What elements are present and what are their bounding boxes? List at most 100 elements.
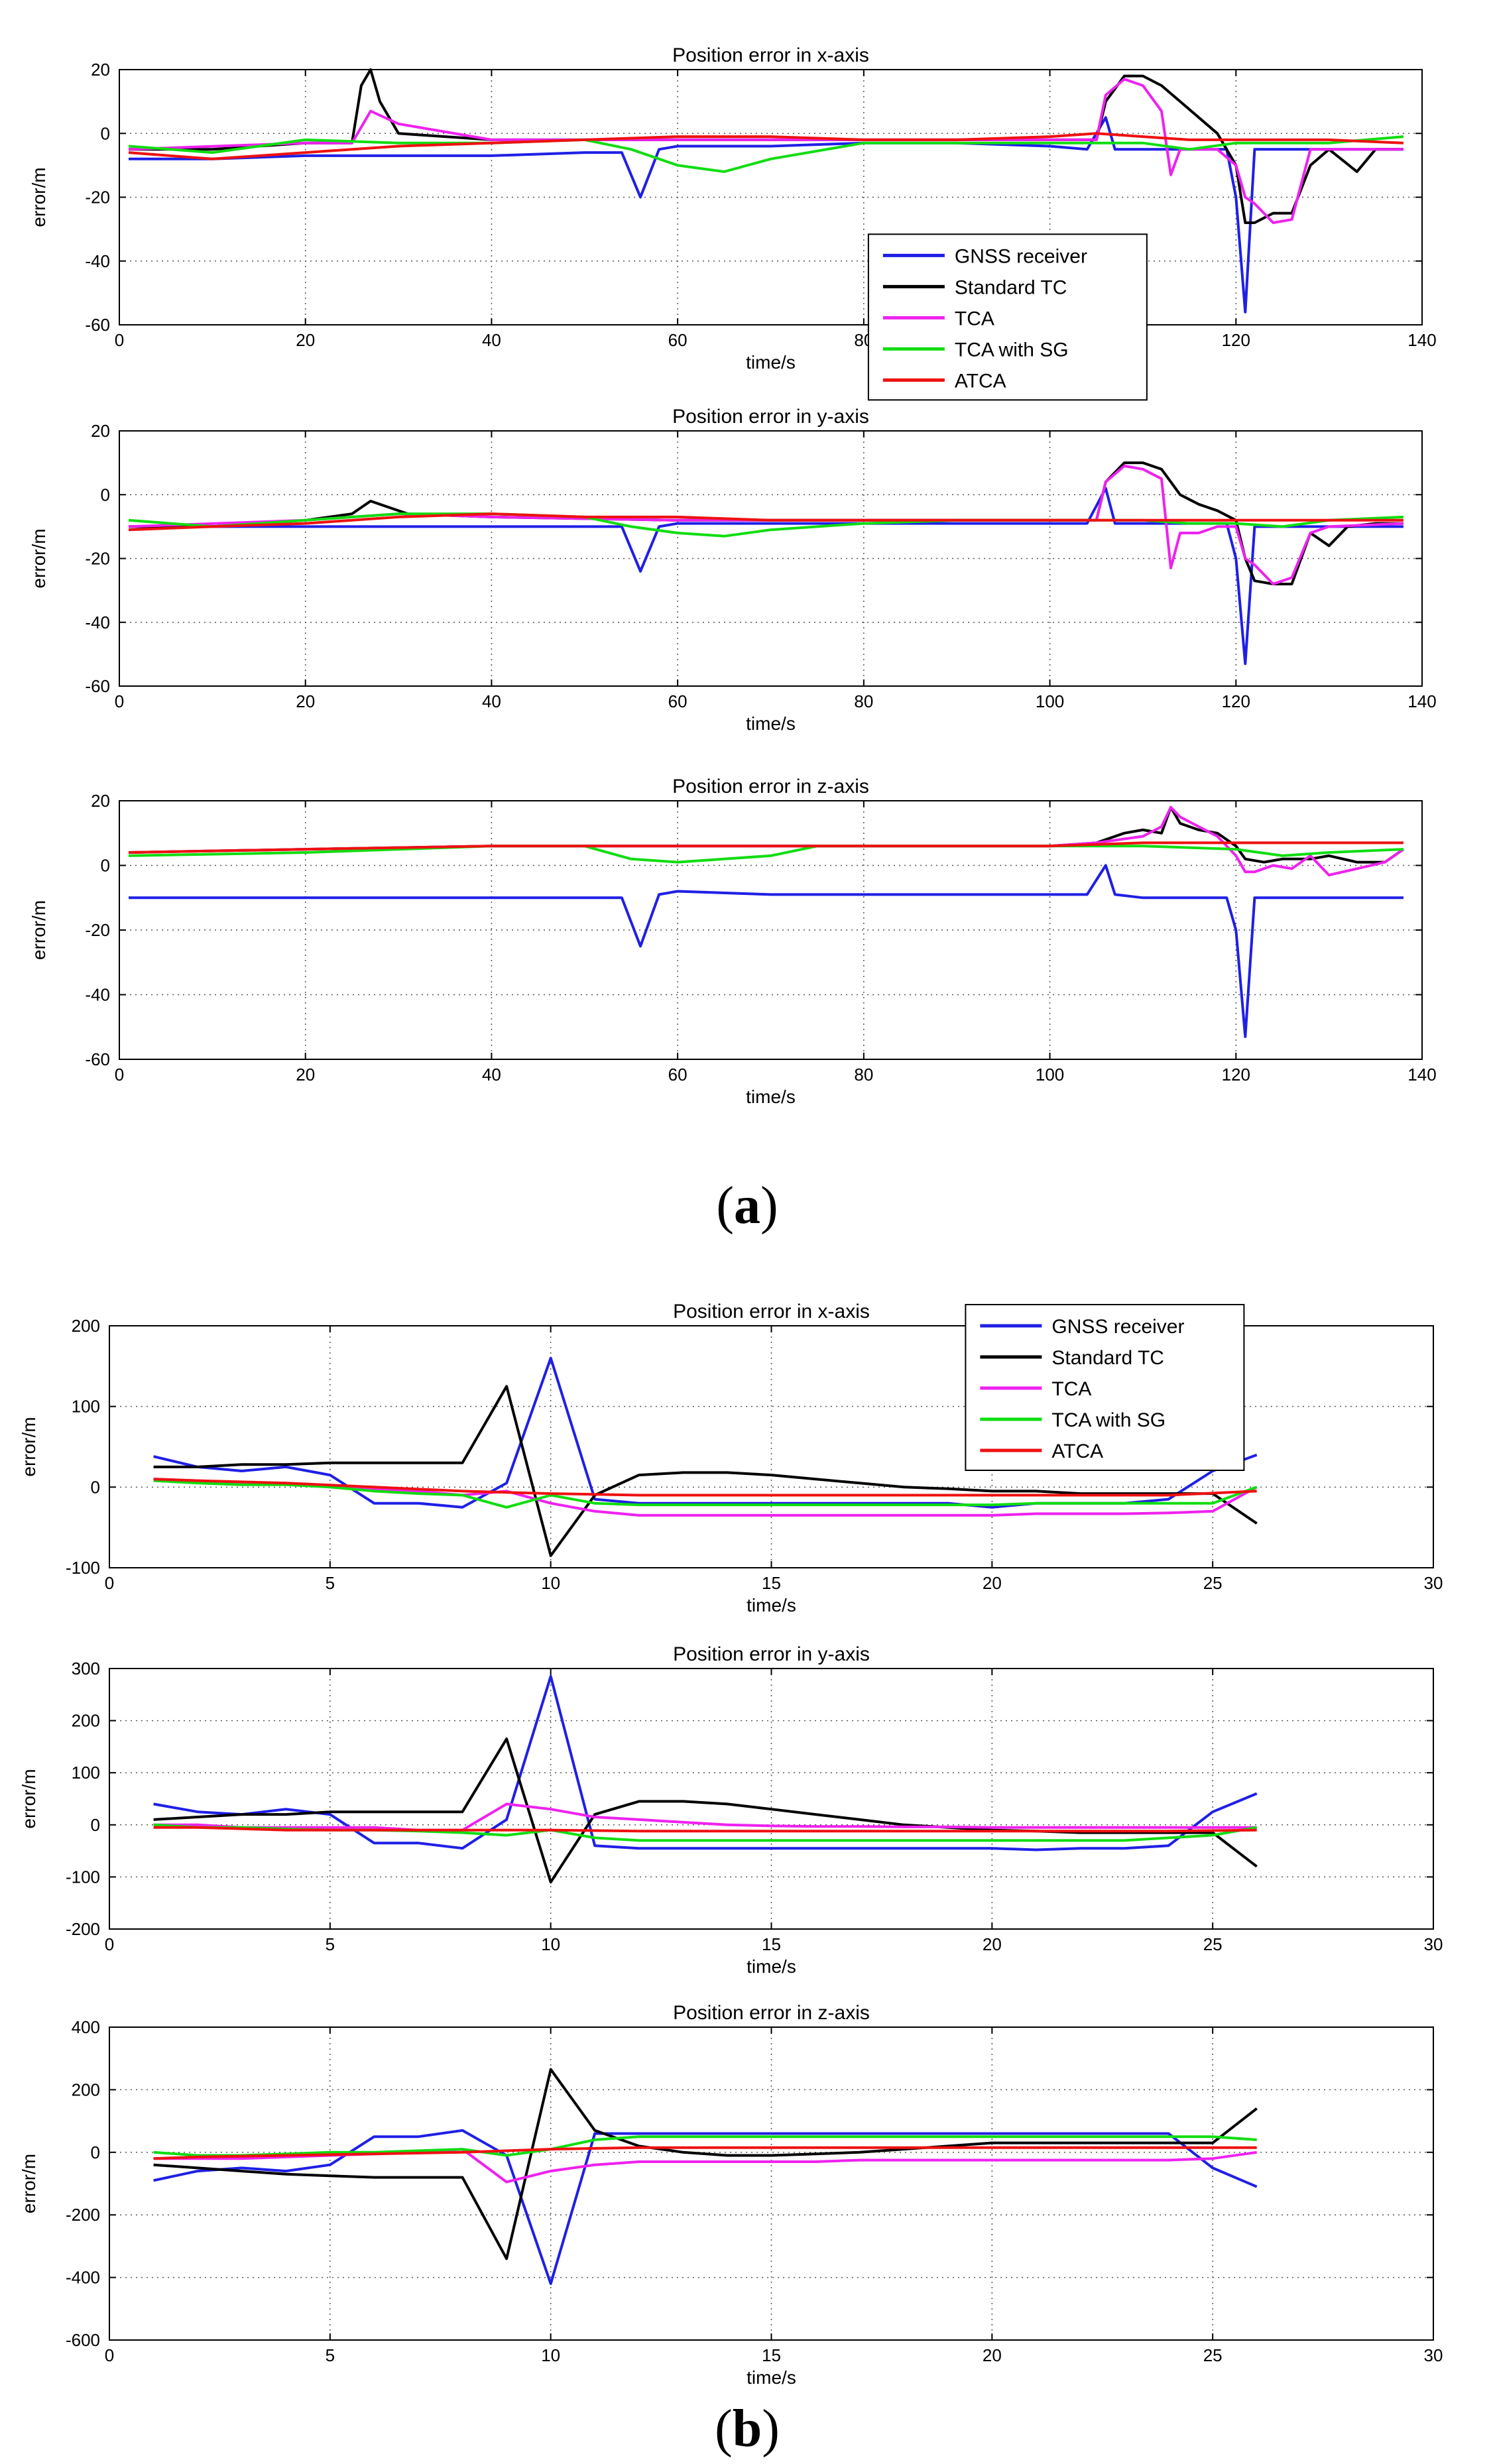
series-line-tca — [153, 1802, 1257, 1832]
legend: GNSS receiver Standard TC TCA TCA with SG AT… — [867, 233, 1148, 401]
y-tick-label: -40 — [85, 985, 110, 1005]
y-tick-label: -60 — [85, 315, 110, 335]
series-line-gnss-receiver — [129, 116, 1404, 314]
chart-b-y: 0 5 10 15 20 25 30 -200 -100 0 100 200 300 Position e… — [19, 1643, 1443, 1977]
series-line-gnss-receiver — [153, 1674, 1258, 1851]
legend-label-gnss-receiver: GNSS receiver — [1051, 1316, 1184, 1338]
y-tick-label: 0 — [101, 123, 110, 143]
y-tick-label: -200 — [66, 2205, 100, 2225]
x-tick-label: 25 — [1203, 1573, 1223, 1593]
chart-title: Position error in x-axis — [673, 1301, 870, 1322]
x-tick-label: 140 — [1407, 691, 1436, 711]
x-axis-label: time/s — [746, 713, 796, 734]
y-tick-label: 200 — [72, 2080, 100, 2099]
y-tick-label: -60 — [85, 1049, 110, 1069]
x-tick-label: 60 — [668, 330, 688, 350]
series-line-tca-with-sg — [128, 135, 1404, 173]
x-tick-label: 30 — [1424, 1934, 1443, 1954]
legend-label-tca-with-sg: TCA with SG — [1051, 1409, 1166, 1431]
y-tick-label: 20 — [91, 60, 110, 80]
plot-area — [119, 431, 1422, 686]
series-line-atca — [128, 132, 1404, 160]
y-tick-label: 100 — [72, 1397, 100, 1417]
legend: GNSS receiver Standard TC TCA TCA with SG AT… — [965, 1304, 1245, 1471]
chart-b-z: 0 5 10 15 20 25 30 -600 -400 -200 0 200 400 Position … — [19, 2002, 1443, 2388]
x-tick-label: 0 — [105, 2345, 114, 2365]
series-line-standard-tc — [153, 1737, 1258, 1884]
x-tick-label: 15 — [762, 2345, 781, 2365]
x-tick-label: 60 — [668, 1065, 688, 1085]
chart-title: Position error in y-axis — [672, 406, 869, 428]
x-axis-label: time/s — [747, 2367, 796, 2388]
legend-label-tca-with-sg: TCA with SG — [955, 339, 1069, 361]
y-tick-label: 0 — [91, 1477, 100, 1497]
x-tick-label: 30 — [1424, 2345, 1443, 2365]
legend-label-atca: ATCA — [955, 370, 1006, 392]
plot-area — [109, 1669, 1433, 1929]
y-tick-label: -40 — [85, 251, 110, 271]
y-axis-label: error/m — [29, 167, 49, 227]
series-line-atca — [153, 1478, 1257, 1497]
legend-label-standard-tc: Standard TC — [955, 276, 1067, 298]
x-tick-label: 80 — [854, 691, 873, 711]
series-line-tca — [128, 78, 1404, 224]
y-tick-label: 0 — [91, 2142, 100, 2162]
x-axis-label: time/s — [746, 352, 796, 373]
series-line-gnss-receiver — [129, 487, 1404, 666]
x-tick-label: 15 — [762, 1573, 781, 1593]
y-axis-label: error/m — [29, 528, 49, 588]
y-tick-label: 20 — [91, 791, 110, 811]
x-tick-label: 0 — [105, 1934, 114, 1954]
y-tick-label: -600 — [66, 2330, 100, 2350]
chart-title: Position error in x-axis — [672, 44, 869, 66]
y-axis-label: error/m — [19, 1769, 39, 1828]
series-line-standard-tc — [129, 461, 1404, 585]
panel-label-a: (a) — [716, 1177, 778, 1235]
y-tick-label: 0 — [101, 856, 110, 876]
chart-title: Position error in z-axis — [673, 2002, 870, 2024]
x-tick-label: 40 — [482, 1065, 501, 1085]
x-tick-label: 120 — [1222, 1065, 1250, 1085]
x-tick-label: 40 — [482, 330, 501, 350]
x-tick-label: 0 — [115, 330, 124, 350]
x-tick-label: 0 — [115, 1065, 124, 1085]
y-axis-label: error/m — [19, 1417, 39, 1476]
x-tick-label: 20 — [296, 691, 315, 711]
y-axis-label: error/m — [19, 2154, 39, 2213]
x-axis-label: time/s — [746, 1086, 796, 1107]
series-line-standard-tc — [153, 1385, 1258, 1557]
x-tick-label: 5 — [326, 1573, 335, 1593]
y-tick-label: -100 — [66, 1558, 100, 1578]
y-axis-label: error/m — [29, 900, 49, 960]
series-line-atca — [153, 2146, 1257, 2160]
chart-title: Position error in y-axis — [673, 1643, 870, 1665]
chart-a-y: 0 20 40 60 80 100 120 140 -60 -40 -20 0 20 Position e… — [29, 406, 1437, 734]
y-tick-label: -40 — [85, 613, 110, 632]
x-tick-label: 20 — [296, 1065, 315, 1085]
x-tick-label: 120 — [1222, 691, 1250, 711]
y-tick-label: 20 — [91, 421, 110, 441]
y-tick-label: 200 — [72, 1316, 100, 1336]
chart-a-z: 0 20 40 60 80 100 120 140 -60 -40 -20 0 20 Position e… — [29, 776, 1437, 1107]
x-tick-label: 100 — [1036, 691, 1064, 711]
series-line-tca-with-sg — [128, 512, 1404, 538]
x-tick-label: 40 — [482, 691, 501, 711]
series-line-atca — [153, 1826, 1257, 1833]
y-tick-label: 100 — [72, 1763, 100, 1783]
x-tick-label: 20 — [983, 1934, 1002, 1954]
series-line-tca-with-sg — [153, 1479, 1258, 1509]
y-tick-label: -60 — [85, 676, 110, 696]
series-line-gnss-receiver — [129, 864, 1404, 1038]
x-tick-label: 5 — [326, 1934, 335, 1954]
series-line-tca-with-sg — [153, 2135, 1257, 2157]
x-tick-label: 0 — [105, 1573, 114, 1593]
y-tick-label: -400 — [66, 2268, 100, 2288]
x-axis-label: time/s — [747, 1595, 796, 1615]
y-tick-label: -100 — [66, 1867, 100, 1887]
series-line-atca — [128, 841, 1404, 854]
plot-area — [119, 70, 1422, 325]
x-tick-label: 20 — [983, 2345, 1002, 2365]
y-tick-label: -20 — [85, 920, 110, 940]
